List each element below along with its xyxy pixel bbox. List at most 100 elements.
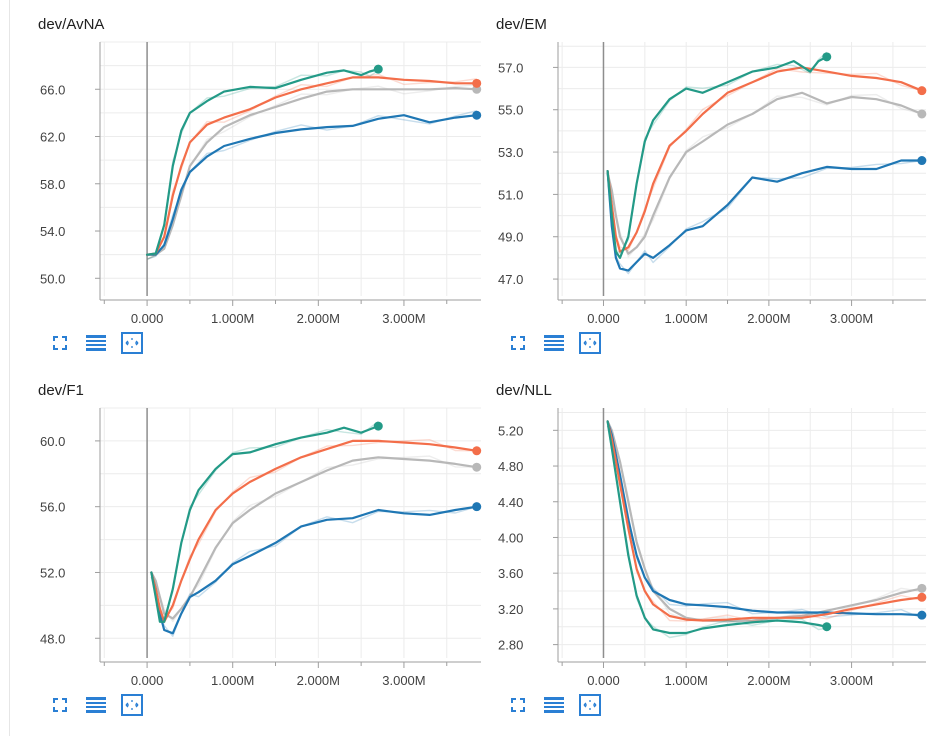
series-end-point-blue[interactable] <box>917 610 927 620</box>
y-tick-label: 3.20 <box>498 602 523 617</box>
fit-to-screen-button[interactable] <box>507 696 529 718</box>
series-end-point-orange[interactable] <box>917 86 927 96</box>
toggle-log-scale-button[interactable] <box>85 334 107 356</box>
toggle-log-scale-icon <box>543 696 565 719</box>
x-tick-label: 0.000 <box>587 311 620 326</box>
y-tick-label: 51.0 <box>498 187 523 202</box>
fit-to-screen-button[interactable] <box>49 334 71 356</box>
fit-domain-icon <box>121 693 143 721</box>
x-tick-label: 3.000M <box>382 311 425 326</box>
series-end-point-gray[interactable] <box>917 109 927 119</box>
series-line-green[interactable] <box>150 424 380 623</box>
chart-panel-nll: dev/NLL 0.000 1.000M 2.000M 3.000M 2.80 3.20 3… <box>496 382 927 742</box>
fit-to-screen-icon <box>51 696 69 719</box>
series-end-point-gray[interactable] <box>472 462 482 472</box>
y-tick-label: 2.80 <box>498 638 523 653</box>
x-tick-label: 0.000 <box>131 673 164 688</box>
chart-title: dev/F1 <box>38 382 84 399</box>
y-tick-label: 55.0 <box>498 103 523 118</box>
y-tick-label: 66.0 <box>40 82 65 97</box>
x-tick-label: 2.000M <box>297 311 340 326</box>
chart-title: dev/EM <box>496 16 547 33</box>
series-line-green[interactable] <box>606 420 828 635</box>
series-line-blue[interactable] <box>606 159 923 272</box>
series-end-point-blue[interactable] <box>917 156 927 166</box>
x-tick-label: 3.000M <box>830 673 873 688</box>
chart-toolbar <box>49 693 143 721</box>
y-tick-label: 4.40 <box>498 495 523 510</box>
grid <box>100 407 481 658</box>
grid <box>558 42 926 296</box>
line-chart[interactable]: 0.000 1.000M 2.000M 3.000M 47.0 49.0 51.0 53.0 5… <box>496 16 927 326</box>
x-tick-label: 1.000M <box>211 311 254 326</box>
x-tick-label: 3.000M <box>382 673 425 688</box>
y-tick-label: 62.0 <box>40 130 65 145</box>
series-end-point-blue[interactable] <box>472 110 482 120</box>
toggle-log-scale-icon <box>543 334 565 357</box>
line-chart[interactable]: 0.000 1.000M 2.000M 3.000M 50.0 54.0 58.0 62.0 6… <box>38 16 483 326</box>
x-tick-label: 2.000M <box>297 673 340 688</box>
fit-domain-button[interactable] <box>121 331 143 359</box>
series-raw-line-gray <box>146 84 477 260</box>
fit-to-screen-button[interactable] <box>507 334 529 356</box>
fit-to-screen-icon <box>509 696 527 719</box>
x-tick-label: 1.000M <box>664 311 707 326</box>
series-end-point-green[interactable] <box>373 64 383 74</box>
x-tick-label: 0.000 <box>587 673 620 688</box>
y-tick-label: 3.60 <box>498 566 523 581</box>
series-line-orange[interactable] <box>606 420 923 622</box>
series-end-point-green[interactable] <box>822 622 832 632</box>
series-end-point-gray[interactable] <box>917 583 927 593</box>
y-tick-label: 56.0 <box>40 500 65 515</box>
fit-to-screen-icon <box>509 334 527 357</box>
x-tick-label: 2.000M <box>747 311 790 326</box>
y-tick-label: 54.0 <box>40 224 65 239</box>
toggle-log-scale-icon <box>85 334 107 357</box>
y-tick-label: 52.0 <box>40 565 65 580</box>
series-line-gray[interactable] <box>145 86 478 256</box>
y-tick-label: 58.0 <box>40 177 65 192</box>
toggle-log-scale-button[interactable] <box>85 696 107 718</box>
x-tick-label: 2.000M <box>747 673 790 688</box>
fit-domain-icon <box>121 331 143 359</box>
chart-toolbar <box>49 331 143 359</box>
fit-domain-icon <box>579 693 601 721</box>
series-end-point-orange[interactable] <box>917 592 927 602</box>
toggle-log-scale-button[interactable] <box>543 696 565 718</box>
line-chart[interactable]: 0.000 1.000M 2.000M 3.000M 2.80 3.20 3.60 4.00 4… <box>496 382 927 688</box>
y-tick-label: 60.0 <box>40 434 65 449</box>
chart-title: dev/NLL <box>496 382 552 399</box>
fit-domain-button[interactable] <box>579 331 601 359</box>
series-line-blue[interactable] <box>145 114 478 256</box>
fit-domain-icon <box>579 331 601 359</box>
left-divider <box>9 0 10 736</box>
series-raw-line-orange <box>606 67 923 252</box>
series-line-orange[interactable] <box>145 76 478 256</box>
series-line-green[interactable] <box>606 55 828 259</box>
x-tick-label: 1.000M <box>211 673 254 688</box>
x-tick-label: 0.000 <box>131 311 164 326</box>
fit-domain-button[interactable] <box>579 693 601 721</box>
chart-panel-em: dev/EM 0.000 1.000M 2.000M 3.000M 47.0 49.0 51… <box>496 16 927 376</box>
fit-domain-button[interactable] <box>121 693 143 721</box>
series-end-point-orange[interactable] <box>472 78 482 88</box>
series-line-blue[interactable] <box>606 420 923 617</box>
y-tick-label: 4.80 <box>498 459 523 474</box>
fit-to-screen-button[interactable] <box>49 696 71 718</box>
series-end-point-orange[interactable] <box>472 446 482 456</box>
series-line-gray[interactable] <box>606 91 923 255</box>
series-end-point-green[interactable] <box>373 421 383 431</box>
y-tick-label: 53.0 <box>498 145 523 160</box>
series-end-point-green[interactable] <box>822 52 832 62</box>
series-raw-line-blue <box>146 110 477 260</box>
series-raw-line-blue <box>606 425 923 619</box>
toggle-log-scale-button[interactable] <box>543 334 565 356</box>
series-line-green[interactable] <box>145 68 380 256</box>
toggle-log-scale-icon <box>85 696 107 719</box>
series-line-orange[interactable] <box>606 66 923 253</box>
series-end-point-blue[interactable] <box>472 502 482 512</box>
y-tick-label: 47.0 <box>498 272 523 287</box>
line-chart[interactable]: 0.000 1.000M 2.000M 3.000M 48.0 52.0 56.0 60.0 <box>38 382 483 688</box>
series-line-blue[interactable] <box>150 505 478 635</box>
chart-toolbar <box>507 693 601 721</box>
